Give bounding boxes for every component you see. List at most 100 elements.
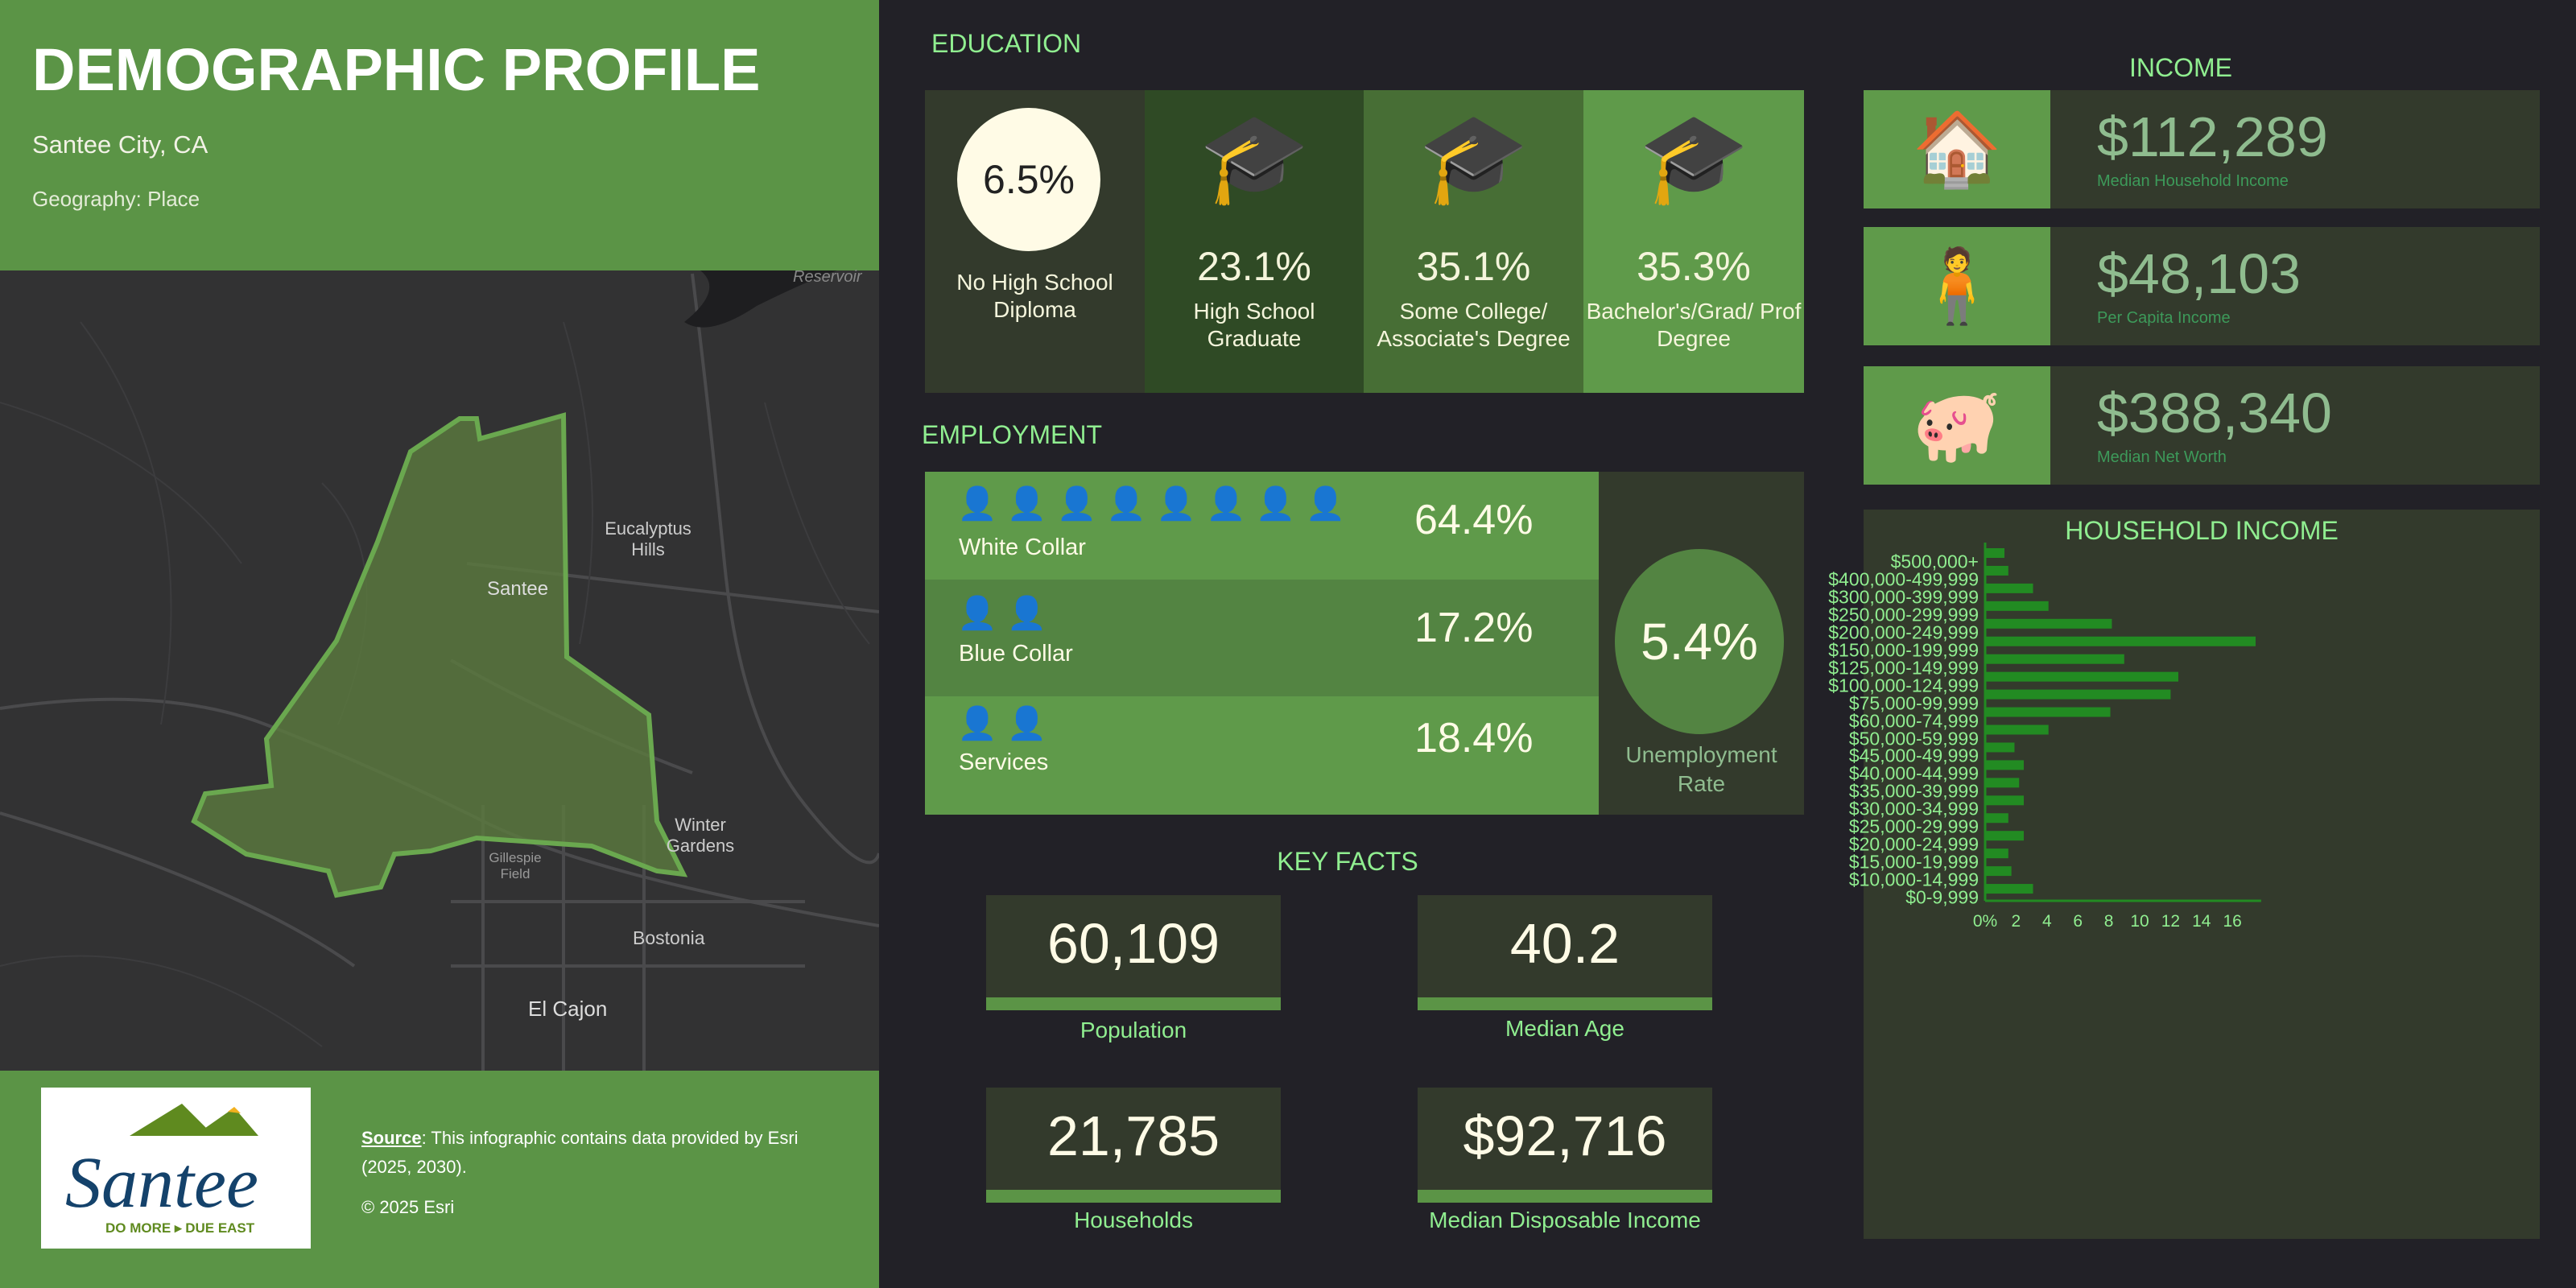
unemployment-value: 5.4%: [1615, 549, 1784, 734]
bar: [1985, 689, 2171, 700]
income-card: 🧍 $48,103 Per Capita Income: [1864, 227, 2540, 345]
median-age-value: 40.2: [1418, 895, 1712, 1010]
map[interactable]: Reservoir Eucalyptus Hills Santee Winter…: [0, 268, 881, 1071]
y-tick-label: $125,000-149,999: [1828, 657, 1979, 679]
bar: [1985, 565, 2008, 576]
bar: [1985, 548, 2004, 558]
geography-type: Geography: Place: [32, 187, 200, 211]
y-tick-label: $30,000-34,999: [1848, 798, 1979, 819]
x-tick-label: 6: [2073, 912, 2083, 931]
santee-logo: Santee DO MORE ▸ DUE EAST: [41, 1088, 311, 1249]
bar: [1985, 866, 2012, 877]
bar: [1985, 707, 2111, 717]
x-tick-label: 0%: [1972, 912, 1998, 931]
bar: [1985, 583, 2033, 593]
map-label-santee: Santee: [487, 578, 549, 600]
bar: [1985, 724, 2049, 735]
population-label: Population: [1080, 1018, 1187, 1042]
y-tick-label: $60,000-74,999: [1848, 710, 1979, 732]
education-value: 35.3%: [1637, 244, 1751, 289]
bar: [1985, 618, 2112, 629]
y-tick-label: $100,000-124,999: [1828, 675, 1979, 696]
income-value: $112,289: [2097, 105, 2328, 168]
employment-row-services: 👤👤 Services 18.4%: [925, 696, 1599, 815]
bar: [1985, 848, 2008, 859]
income-label: Per Capita Income: [2097, 309, 2231, 327]
employment-label: White Collar: [959, 535, 1086, 560]
graduation-cap-icon: 🎓: [1418, 109, 1529, 208]
bar: [1985, 601, 2049, 611]
map-label-winter-gardens: Winter Gardens: [666, 815, 735, 856]
y-tick-label: $400,000-499,999: [1828, 568, 1979, 590]
median-age-label: Median Age: [1505, 1016, 1624, 1041]
employment-row-blue-collar: 👤👤 Blue Collar 17.2%: [925, 580, 1599, 696]
education-label: Some College/ Associate's Degree: [1377, 299, 1571, 351]
source-text: : This infographic contains data provide…: [361, 1128, 799, 1177]
y-tick-label: $40,000-44,999: [1848, 762, 1979, 784]
y-tick-label: $15,000-19,999: [1848, 851, 1979, 873]
y-tick-label: $35,000-39,999: [1848, 780, 1979, 802]
y-tick-label: $25,000-29,999: [1848, 815, 1979, 837]
source-note: Source: This infographic contains data p…: [361, 1124, 844, 1222]
y-tick-label: $20,000-24,999: [1848, 833, 1979, 855]
y-tick-label: $10,000-14,999: [1848, 869, 1979, 890]
y-tick-label: $300,000-399,999: [1828, 586, 1979, 608]
unemployment-label: Unemployment Rate: [1625, 742, 1777, 796]
y-tick-label: $200,000-249,999: [1828, 621, 1979, 643]
education-value: 6.5%: [957, 108, 1100, 251]
graduation-cap-icon: 🎓: [1199, 109, 1310, 208]
unemployment-panel: 5.4% Unemployment Rate: [1599, 472, 1804, 815]
logo-wordmark: Santee: [65, 1143, 258, 1223]
y-tick-label: $75,000-99,999: [1848, 692, 1979, 714]
bar: [1985, 831, 2024, 841]
employment-row-white-collar: 👤👤👤👤👤👤👤👤 White Collar 64.4%: [925, 472, 1599, 580]
y-tick-label: $150,000-199,999: [1828, 639, 1979, 661]
income-value: $48,103: [2097, 242, 2301, 305]
income-title: INCOME: [2129, 53, 2232, 82]
worker-service-icon: 👤👤: [957, 706, 1057, 741]
employment-title: EMPLOYMENT: [922, 420, 1103, 449]
employment-value: 64.4%: [1414, 497, 1534, 543]
bar: [1985, 742, 2015, 753]
x-tick-label: 12: [2161, 912, 2181, 931]
y-tick-label: $50,000-59,999: [1848, 728, 1979, 749]
y-tick-label: $500,000+: [1890, 551, 1979, 572]
worker-shovel-icon: 👤👤: [957, 596, 1057, 631]
income-card: 🐖 $388,340 Median Net Worth: [1864, 366, 2540, 485]
bar: [1985, 795, 2024, 806]
employment-value: 18.4%: [1414, 715, 1534, 762]
x-tick-label: 14: [2192, 912, 2211, 931]
y-tick-label: $45,000-49,999: [1848, 745, 1979, 766]
x-tick-label: 10: [2130, 912, 2149, 931]
bar: [1985, 813, 2008, 824]
copyright: © 2025 Esri: [361, 1197, 455, 1217]
x-tick-label: 2: [2011, 912, 2021, 931]
page-title: DEMOGRAPHIC PROFILE: [32, 36, 761, 103]
education-value: 35.1%: [1416, 244, 1531, 289]
house-coins-icon: 🏠: [1864, 90, 2050, 208]
education-title: EDUCATION: [931, 29, 1082, 58]
bar: [1985, 760, 2024, 770]
map-label-reservoir: Reservoir: [793, 268, 862, 286]
piggy-bank-icon: 🐖: [1864, 366, 2050, 485]
education-item: 🎓 23.1% High School Graduate: [1145, 90, 1364, 393]
source-label: Source: [361, 1128, 422, 1148]
households-value: 21,785: [986, 1088, 1281, 1203]
education-value: 23.1%: [1197, 244, 1311, 289]
map-label-eucalyptus-hills: Eucalyptus Hills: [605, 518, 691, 559]
household-income-chart: HOUSEHOLD INCOME $500,000+ $400,000-499,9…: [1828, 510, 2540, 1239]
income-value: $388,340: [2097, 382, 2332, 444]
employment-label: Blue Collar: [959, 641, 1073, 667]
chart-plot: [1984, 543, 2261, 902]
map-label-bostonia: Bostonia: [633, 927, 705, 948]
income-card: 🏠 $112,289 Median Household Income: [1864, 90, 2540, 208]
worker-briefcase-icon: 👤👤👤👤👤👤👤👤: [957, 486, 1356, 522]
education-label: High School Graduate: [1193, 299, 1315, 351]
bar: [1985, 778, 2020, 788]
bar: [1985, 671, 2178, 682]
x-tick-label: 8: [2103, 912, 2114, 931]
location-name: Santee City, CA: [32, 130, 208, 159]
chart-title: HOUSEHOLD INCOME: [2065, 516, 2339, 545]
key-facts-title: KEY FACTS: [1277, 847, 1418, 876]
y-tick-label: $250,000-299,999: [1828, 604, 1979, 625]
